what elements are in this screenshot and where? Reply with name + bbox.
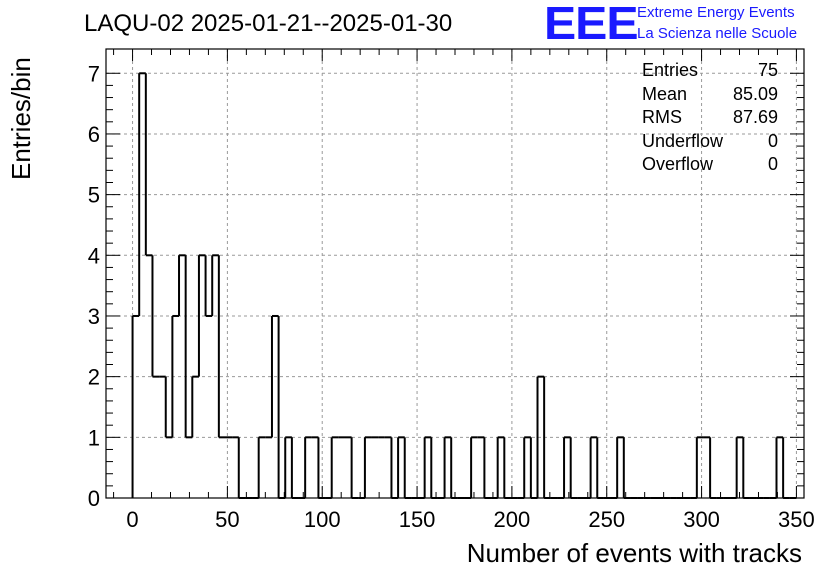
stats-value: 75: [757, 60, 778, 80]
stats-row-underflow: Underflow 0: [642, 130, 778, 154]
stats-row-entries: Entries 75: [642, 59, 778, 83]
x-tick-label: 50: [215, 507, 239, 532]
x-tick-label: 0: [126, 507, 138, 532]
y-tick-label: 2: [88, 365, 100, 390]
stats-value: 87.69: [732, 107, 778, 127]
x-axis-label: Number of events with tracks: [466, 538, 802, 568]
stats-value: 85.09: [732, 83, 778, 104]
stats-row-rms: RMS 87.69: [642, 106, 778, 130]
stats-label: Underflow: [642, 130, 724, 151]
stats-row-overflow: Overflow 0: [642, 153, 778, 177]
stats-row-mean: Mean 85.09: [642, 83, 778, 107]
eee-logo-letters: EEE: [544, 0, 639, 49]
x-tick-label: 250: [588, 507, 625, 532]
x-tick-label: 200: [494, 507, 531, 532]
y-tick-label: 6: [88, 122, 100, 147]
axis-ticks: [106, 49, 804, 499]
y-tick-label: 5: [88, 183, 100, 208]
chart-title: LAQU-02 2025-01-21--2025-01-30: [84, 10, 453, 37]
y-tick-label: 3: [88, 304, 100, 329]
statistics-box: Entries 75 Mean 85.09 RMS 87.69 Underflo…: [642, 59, 778, 177]
tick-labels: 0 50 100 150 200 250 300 350 0 1 2 3 4 5 6 7: [88, 61, 815, 532]
stats-value: 0: [767, 154, 778, 174]
stats-label: Entries: [642, 60, 699, 80]
logo-text-line1: Extreme Energy Events: [637, 4, 795, 21]
y-tick-label: 4: [88, 243, 100, 268]
y-axis-label: Entries/bin: [6, 57, 36, 180]
x-tick-label: 350: [778, 507, 815, 532]
y-tick-label: 7: [88, 61, 100, 86]
y-tick-label: 1: [88, 425, 100, 450]
stats-label: Mean: [642, 83, 688, 104]
x-tick-label: 150: [399, 507, 436, 532]
logo-text-line2: La Scienza nelle Scuole: [637, 25, 798, 42]
stats-label: RMS: [642, 107, 682, 127]
stats-label: Overflow: [642, 154, 714, 174]
stats-value: 0: [767, 130, 778, 151]
x-tick-label: 100: [304, 507, 341, 532]
y-tick-label: 0: [88, 486, 100, 511]
x-tick-label: 300: [683, 507, 720, 532]
